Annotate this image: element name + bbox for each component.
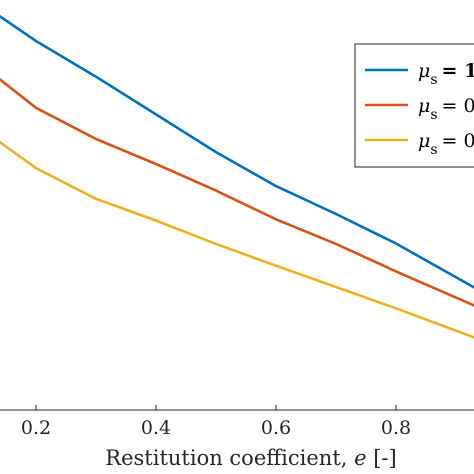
x-tick-label: 0.6 bbox=[261, 417, 291, 439]
x-axis-label: Restitution coefficient, e [-] bbox=[105, 446, 396, 470]
x-tick-label: 0.2 bbox=[21, 417, 51, 439]
series-line-2 bbox=[0, 78, 474, 307]
legend-label-1: μs = 1 bbox=[418, 60, 474, 88]
x-tick-label: 0.8 bbox=[381, 417, 411, 439]
series-layer bbox=[0, 15, 474, 339]
legend-label-2: μs = 0 bbox=[418, 95, 474, 123]
legend-label-3: μs = 0 bbox=[418, 130, 474, 158]
x-tick-label: 0.4 bbox=[141, 417, 171, 439]
tick-layer: 0.2 0.4 0.6 0.8 bbox=[21, 405, 411, 439]
series-line-3 bbox=[0, 141, 474, 339]
series-line-1 bbox=[0, 15, 474, 289]
legend: μs = 1 μs = 0 μs = 0 bbox=[354, 43, 474, 168]
